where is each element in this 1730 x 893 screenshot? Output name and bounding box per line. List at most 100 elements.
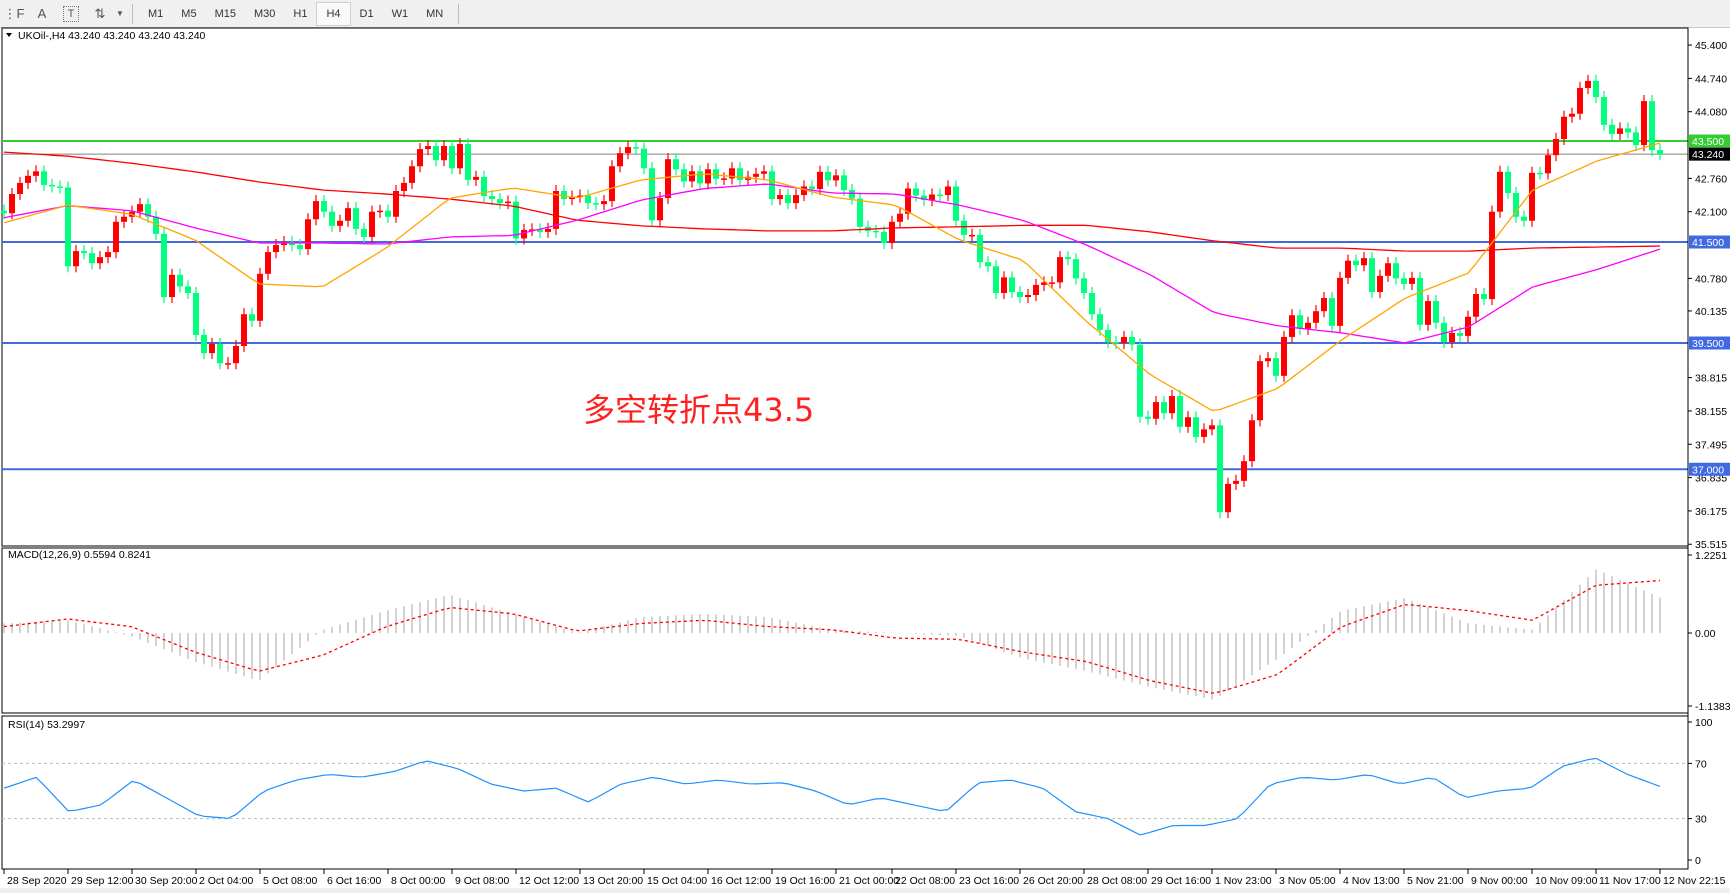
candle xyxy=(505,195,511,210)
timeframe-m1-button[interactable]: M1 xyxy=(148,7,164,20)
candle xyxy=(497,193,503,210)
candle-body xyxy=(89,253,95,264)
candle xyxy=(1353,254,1359,272)
timeframe-m30-button[interactable]: M30 xyxy=(253,7,276,20)
candle xyxy=(689,165,695,188)
candle-body xyxy=(233,346,239,364)
candle xyxy=(1081,272,1087,300)
candle-body xyxy=(1105,329,1111,342)
candle xyxy=(1121,330,1127,350)
timeframe-h4-button[interactable]: H4 xyxy=(316,1,351,26)
candle xyxy=(449,139,455,175)
y-tick-label: 42.760 xyxy=(1695,173,1727,185)
moving-average-slow-line xyxy=(3,151,1661,252)
candle xyxy=(1129,330,1135,351)
candle-body xyxy=(1505,171,1511,194)
fibo-fan-tool-icon[interactable]: ⋮F xyxy=(3,5,25,21)
candle-body xyxy=(1081,278,1087,294)
candle xyxy=(1625,122,1631,139)
macd-pane[interactable] xyxy=(3,569,1661,700)
candle xyxy=(409,160,415,189)
candle-body xyxy=(113,221,119,253)
timeframe-mn-button[interactable]: MN xyxy=(426,7,444,20)
candle xyxy=(585,189,591,210)
text-tool-icon[interactable]: A xyxy=(37,6,47,21)
y-tick-label: 44.740 xyxy=(1695,73,1727,85)
candle xyxy=(73,245,79,273)
candle-body xyxy=(1009,277,1015,292)
x-tick-label: 8 Oct 00:00 xyxy=(391,875,445,887)
candle xyxy=(1513,186,1519,223)
candle-body xyxy=(1497,171,1503,212)
candle-body xyxy=(9,194,15,214)
candle-body xyxy=(897,213,903,222)
candle xyxy=(177,268,183,293)
candle xyxy=(1073,253,1079,285)
x-tick-label: 29 Sep 12:00 xyxy=(71,875,134,887)
candle xyxy=(49,178,55,193)
candle-body xyxy=(609,166,615,202)
candle-body xyxy=(1633,132,1639,146)
x-tick-label: 4 Nov 13:00 xyxy=(1343,875,1400,887)
candle xyxy=(473,170,479,186)
candle-body xyxy=(1465,316,1471,336)
candle xyxy=(529,223,535,236)
arrows-tool-icon[interactable]: ⇅ xyxy=(94,5,106,21)
timeframe-w1-button[interactable]: W1 xyxy=(391,7,409,20)
rsi-pane[interactable] xyxy=(2,757,1688,836)
candle xyxy=(1209,419,1215,436)
candle-body xyxy=(1033,284,1039,296)
candle xyxy=(1465,310,1471,342)
candle xyxy=(393,184,399,223)
candle xyxy=(713,163,719,185)
candle xyxy=(401,176,407,198)
candle xyxy=(769,165,775,206)
candle xyxy=(633,141,639,155)
candle xyxy=(1009,271,1015,299)
timeframe-h1-button[interactable]: H1 xyxy=(293,7,308,20)
candle xyxy=(1169,389,1175,420)
timeframe-m5-button[interactable]: M5 xyxy=(181,7,197,20)
candle xyxy=(1145,410,1151,425)
candle-body xyxy=(929,194,935,201)
candle xyxy=(617,147,623,173)
text-label-tool-icon[interactable]: T xyxy=(63,5,79,22)
candle xyxy=(929,188,935,207)
candle-body xyxy=(1217,425,1223,513)
candle xyxy=(81,245,87,260)
toolbar-separator xyxy=(132,3,133,24)
candle-body xyxy=(57,186,63,188)
candle-body xyxy=(1273,358,1279,376)
candle-body xyxy=(577,195,583,198)
candle xyxy=(1449,326,1455,349)
candle xyxy=(41,165,47,191)
candle xyxy=(737,162,743,186)
collapse-triangle-icon[interactable] xyxy=(6,33,12,37)
candle-body xyxy=(521,229,527,239)
candle-body xyxy=(753,173,759,177)
candle xyxy=(1385,257,1391,282)
candle xyxy=(89,247,95,270)
x-tick-label: 15 Oct 04:00 xyxy=(647,875,707,887)
candle-body xyxy=(345,208,351,221)
candle-body xyxy=(1569,113,1575,117)
chevron-down-icon[interactable]: ▼ xyxy=(116,9,124,18)
price-level-label-bg xyxy=(1689,134,1730,148)
price-pane[interactable] xyxy=(1,74,1688,519)
candle xyxy=(801,180,807,202)
timeframe-m15-button[interactable]: M15 xyxy=(214,7,236,20)
candle-body xyxy=(785,195,791,204)
candle xyxy=(481,170,487,203)
candle xyxy=(577,189,583,203)
timeframe-d1-button[interactable]: D1 xyxy=(359,7,374,20)
candle xyxy=(153,210,159,240)
candle-body xyxy=(921,195,927,201)
candle-body xyxy=(273,245,279,253)
candle xyxy=(1025,288,1031,304)
candle-body xyxy=(657,198,663,221)
candle xyxy=(625,141,631,160)
candle xyxy=(1153,396,1159,425)
candle-body xyxy=(241,314,247,347)
candle xyxy=(833,169,839,187)
